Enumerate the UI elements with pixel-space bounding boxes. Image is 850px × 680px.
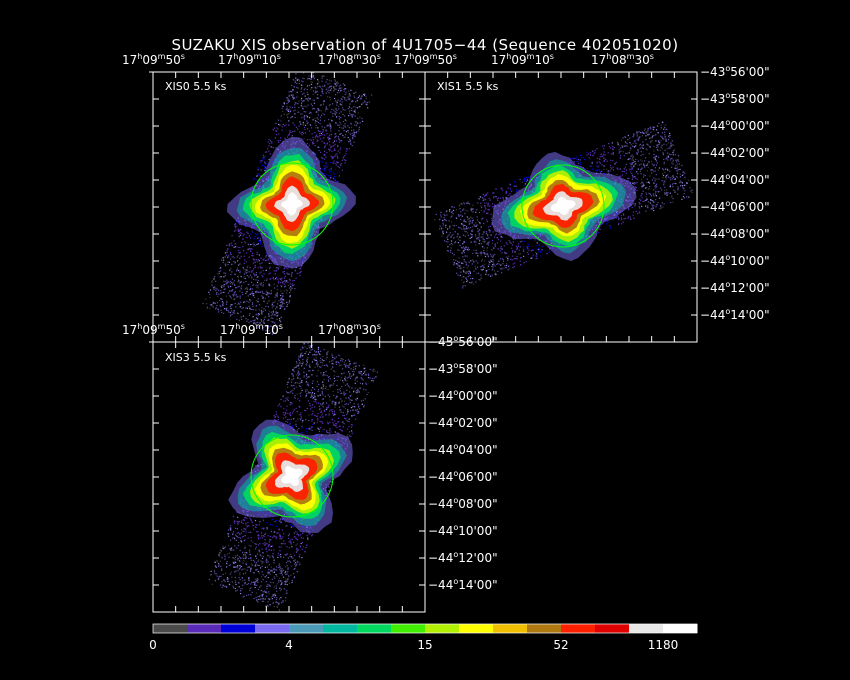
dec-label-bottom-9: −44o14'00" <box>428 577 498 592</box>
figure-title: SUZAKU XIS observation of 4U1705−44 (Seq… <box>171 36 679 54</box>
colorbar-swatch <box>663 624 698 633</box>
dec-label-right-2: −44o00'00" <box>700 118 770 133</box>
colorbar-swatch <box>493 624 528 633</box>
dec-label-right-7: −44o10'00" <box>700 253 770 268</box>
xis-image-0 <box>202 72 373 335</box>
dec-label-right-4: −44o04'00" <box>700 172 770 187</box>
xis-image-2 <box>208 342 378 611</box>
colorbar-swatch <box>391 624 426 633</box>
dec-label-bottom-1: −43o58'00" <box>428 361 498 376</box>
colorbar-swatch <box>527 624 562 633</box>
ra-label-top-right-1: 17h09m10s <box>491 52 554 67</box>
colorbar-tick-label: 15 <box>417 638 433 652</box>
ra-label-middle-0: 17h09m50s <box>122 322 185 337</box>
colorbar-swatch <box>221 624 256 633</box>
colorbar-swatch <box>425 624 460 633</box>
dec-label-bottom-7: −44o10'00" <box>428 523 498 538</box>
ra-label-top-left-1: 17h09m10s <box>218 52 281 67</box>
colorbar-swatch <box>595 624 630 633</box>
colorbar-swatch <box>459 624 494 633</box>
colorbar-swatch <box>323 624 358 633</box>
dec-label-right-8: −44o12'00" <box>700 280 770 295</box>
dec-label-right-5: −44o06'00" <box>700 199 770 214</box>
panel-label-xis1: XIS1 5.5 ks <box>437 80 499 93</box>
colorbar-tick-label: 1180 <box>647 638 679 652</box>
colorbar-swatch <box>629 624 664 633</box>
colorbar-swatch <box>289 624 324 633</box>
colorbar-swatch <box>357 624 392 633</box>
ra-label-middle-2: 17h08m30s <box>318 322 381 337</box>
dec-label-bottom-8: −44o12'00" <box>428 550 498 565</box>
source-region-circle <box>521 164 605 248</box>
colorbar-swatch <box>187 624 222 633</box>
colorbar-swatch <box>255 624 290 633</box>
dec-label-right-6: −44o08'00" <box>700 226 770 241</box>
ra-label-top-left-0: 17h09m50s <box>122 52 185 67</box>
dec-label-right-9: −44o14'00" <box>700 307 770 322</box>
colorbar-frame <box>152 623 698 634</box>
panel-label-xis3: XIS3 5.5 ks <box>165 351 227 364</box>
ra-label-middle-1: 17h09m10s <box>220 322 283 337</box>
panel-label-xis0: XIS0 5.5 ks <box>165 80 227 93</box>
colorbar-swatch <box>561 624 596 633</box>
colorbar-tick-label: 0 <box>149 638 157 652</box>
dec-label-bottom-2: −44o00'00" <box>428 388 498 403</box>
dec-label-right-0: −43o56'00" <box>700 64 770 79</box>
xis-image-1 <box>434 121 694 289</box>
colorbar-swatch <box>153 624 188 633</box>
dec-label-right-3: −44o02'00" <box>700 145 770 160</box>
source-region-circle <box>250 162 334 246</box>
colorbar-tick-label: 4 <box>285 638 293 652</box>
dec-label-bottom-4: −44o04'00" <box>428 442 498 457</box>
ra-label-top-right-2: 17h08m30s <box>591 52 654 67</box>
ra-label-top-left-2: 17h08m30s <box>318 52 381 67</box>
dec-label-bottom-0: −43o56'00" <box>428 334 498 349</box>
dec-label-bottom-6: −44o08'00" <box>428 496 498 511</box>
colorbar-tick-label: 52 <box>553 638 569 652</box>
source-region-circle <box>250 434 334 518</box>
dec-label-right-1: −43o58'00" <box>700 91 770 106</box>
dec-label-bottom-3: −44o02'00" <box>428 415 498 430</box>
dec-label-bottom-5: −44o06'00" <box>428 469 498 484</box>
ra-label-top-right-0: 17h09m50s <box>394 52 457 67</box>
